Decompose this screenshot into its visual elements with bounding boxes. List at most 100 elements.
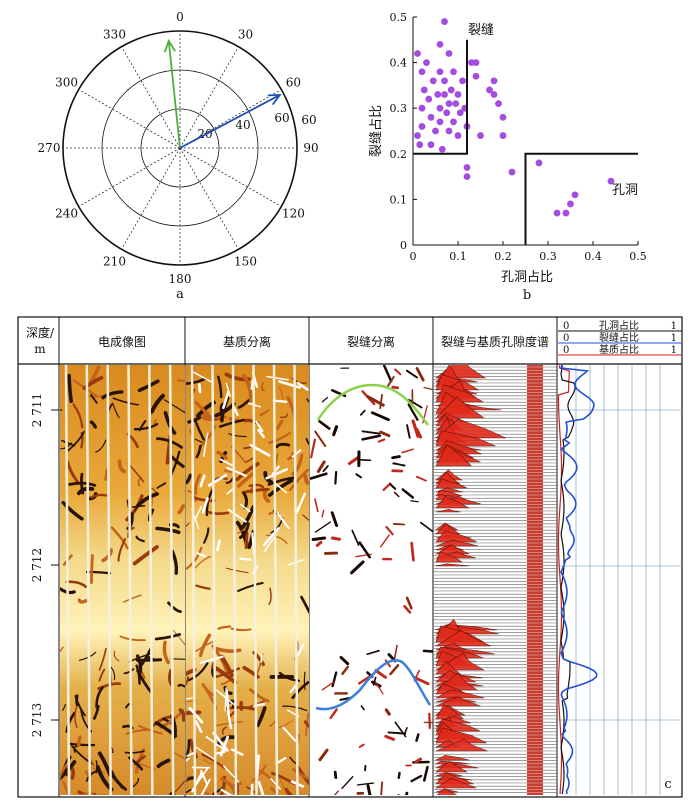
spectrum-peak bbox=[435, 496, 470, 509]
scatter-point bbox=[445, 127, 453, 135]
fracture-mark bbox=[358, 541, 371, 559]
scatter-point bbox=[463, 173, 471, 181]
fracture-mark bbox=[389, 483, 397, 490]
fracture-mark bbox=[332, 425, 339, 437]
pad-gap bbox=[64, 365, 71, 795]
depth-axis: 2 711 2 712 2 713 bbox=[30, 393, 59, 737]
texture-mark bbox=[259, 409, 270, 417]
texture-mark bbox=[71, 745, 94, 765]
polar-angle-label: 210 bbox=[103, 254, 126, 268]
polar-angle-label: 150 bbox=[234, 254, 257, 268]
fracture-mark bbox=[405, 791, 409, 795]
fracture-mark bbox=[314, 521, 332, 533]
texture-white-mark bbox=[220, 788, 233, 795]
texture-mark bbox=[98, 668, 106, 682]
depth-label: 2 712 bbox=[30, 548, 44, 582]
texture-mark bbox=[170, 455, 185, 468]
spectrum-peak bbox=[435, 738, 488, 752]
texture-mark bbox=[90, 554, 94, 584]
texture-white-mark bbox=[193, 768, 209, 788]
legend-zero: 0 bbox=[563, 321, 569, 332]
spectrum-band-lines bbox=[527, 366, 543, 793]
texture-mark bbox=[72, 403, 84, 429]
texture-mark bbox=[217, 625, 232, 630]
texture-mark bbox=[248, 483, 265, 489]
fracture-mark bbox=[358, 743, 365, 749]
legend-label: 基质占比 bbox=[599, 343, 639, 356]
scatter-point bbox=[414, 50, 421, 57]
fracture-mark bbox=[318, 419, 331, 430]
texture-mark bbox=[289, 756, 297, 765]
scatter-point bbox=[434, 91, 442, 98]
texture-mark bbox=[186, 522, 190, 528]
scatter-x-tick-label: 0 bbox=[410, 250, 417, 263]
texture-white-mark bbox=[272, 399, 288, 403]
fracture-mark bbox=[387, 731, 407, 735]
texture-mark bbox=[92, 704, 100, 720]
texture-mark bbox=[268, 587, 272, 605]
track-matrix-separation bbox=[186, 365, 309, 795]
texture-mark bbox=[193, 419, 205, 441]
fracture-mark bbox=[310, 472, 328, 480]
texture-white-mark bbox=[296, 381, 309, 391]
texture-mark bbox=[205, 791, 210, 795]
texture-mark bbox=[280, 413, 288, 419]
fracture-mark bbox=[339, 655, 350, 666]
texture-mark bbox=[104, 468, 109, 481]
spectrum-peak bbox=[435, 508, 461, 513]
annotation-vug: 孔洞 bbox=[612, 183, 638, 198]
texture-white-mark bbox=[199, 655, 224, 665]
texture-mark bbox=[242, 491, 249, 510]
fracture-mark bbox=[407, 403, 419, 421]
spectrum-peak bbox=[435, 696, 481, 707]
texture-mark bbox=[194, 400, 210, 416]
fracture-mark bbox=[377, 438, 386, 443]
header-fracture: 裂缝分离 bbox=[347, 334, 395, 349]
fracture-mark bbox=[380, 781, 384, 795]
texture-mark bbox=[101, 390, 124, 400]
texture-mark bbox=[187, 661, 209, 682]
texture-mark bbox=[237, 525, 247, 534]
fracture-mark bbox=[410, 541, 415, 562]
texture-mark bbox=[177, 504, 185, 515]
legend-one: 1 bbox=[671, 321, 677, 332]
fracture-mark bbox=[420, 521, 433, 533]
scatter-x-tick-label: 0.2 bbox=[494, 250, 512, 263]
texture-white-mark bbox=[199, 474, 206, 488]
texture-mark bbox=[117, 537, 126, 562]
texture-mark bbox=[110, 770, 127, 791]
fracture-mark bbox=[315, 540, 323, 547]
scatter-y-tick-label: 0.5 bbox=[390, 11, 408, 24]
polar-angle-label: 300 bbox=[55, 76, 78, 90]
texture-mark bbox=[133, 422, 159, 431]
scatter-point bbox=[463, 164, 471, 171]
texture-mark bbox=[156, 482, 167, 489]
texture-mark bbox=[112, 402, 120, 418]
texture-mark bbox=[95, 439, 107, 453]
fracture-mark bbox=[423, 386, 433, 391]
texture-mark bbox=[67, 430, 85, 452]
texture-mark bbox=[68, 481, 97, 487]
fracture-mark bbox=[422, 765, 429, 782]
spectrum-peak bbox=[434, 760, 470, 765]
texture-mark bbox=[168, 669, 174, 687]
scatter-point bbox=[414, 132, 421, 139]
texture-white-mark bbox=[266, 375, 289, 381]
green-arrow-head bbox=[163, 38, 176, 53]
texture-mark bbox=[137, 724, 163, 735]
texture-mark bbox=[256, 706, 267, 728]
texture-mark bbox=[278, 387, 284, 400]
texture-white-mark bbox=[200, 778, 211, 795]
texture-white-mark bbox=[225, 382, 231, 398]
scatter-point bbox=[562, 209, 570, 217]
polar-spoke bbox=[78, 89, 181, 149]
scatter-point bbox=[567, 200, 574, 208]
track-proportion-curves bbox=[557, 364, 682, 795]
scatter-point bbox=[427, 141, 435, 149]
fracture-mark bbox=[405, 369, 418, 379]
fracture-mark bbox=[341, 665, 350, 676]
fracture-mark bbox=[397, 771, 401, 780]
fracture-mark bbox=[333, 790, 340, 795]
fracture-mark bbox=[384, 708, 391, 716]
pad-gap bbox=[127, 365, 133, 795]
